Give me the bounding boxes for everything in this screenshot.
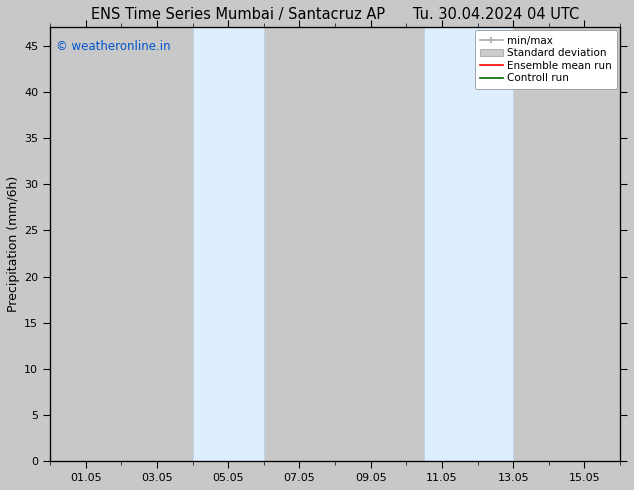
Bar: [424, 27, 514, 461]
Y-axis label: Precipitation (mm/6h): Precipitation (mm/6h): [7, 176, 20, 313]
Title: ENS Time Series Mumbai / Santacruz AP      Tu. 30.04.2024 04 UTC: ENS Time Series Mumbai / Santacruz AP Tu…: [91, 7, 579, 22]
Bar: [193, 27, 264, 461]
Text: © weatheronline.in: © weatheronline.in: [56, 40, 171, 53]
Legend: min/max, Standard deviation, Ensemble mean run, Controll run: min/max, Standard deviation, Ensemble me…: [475, 30, 617, 89]
